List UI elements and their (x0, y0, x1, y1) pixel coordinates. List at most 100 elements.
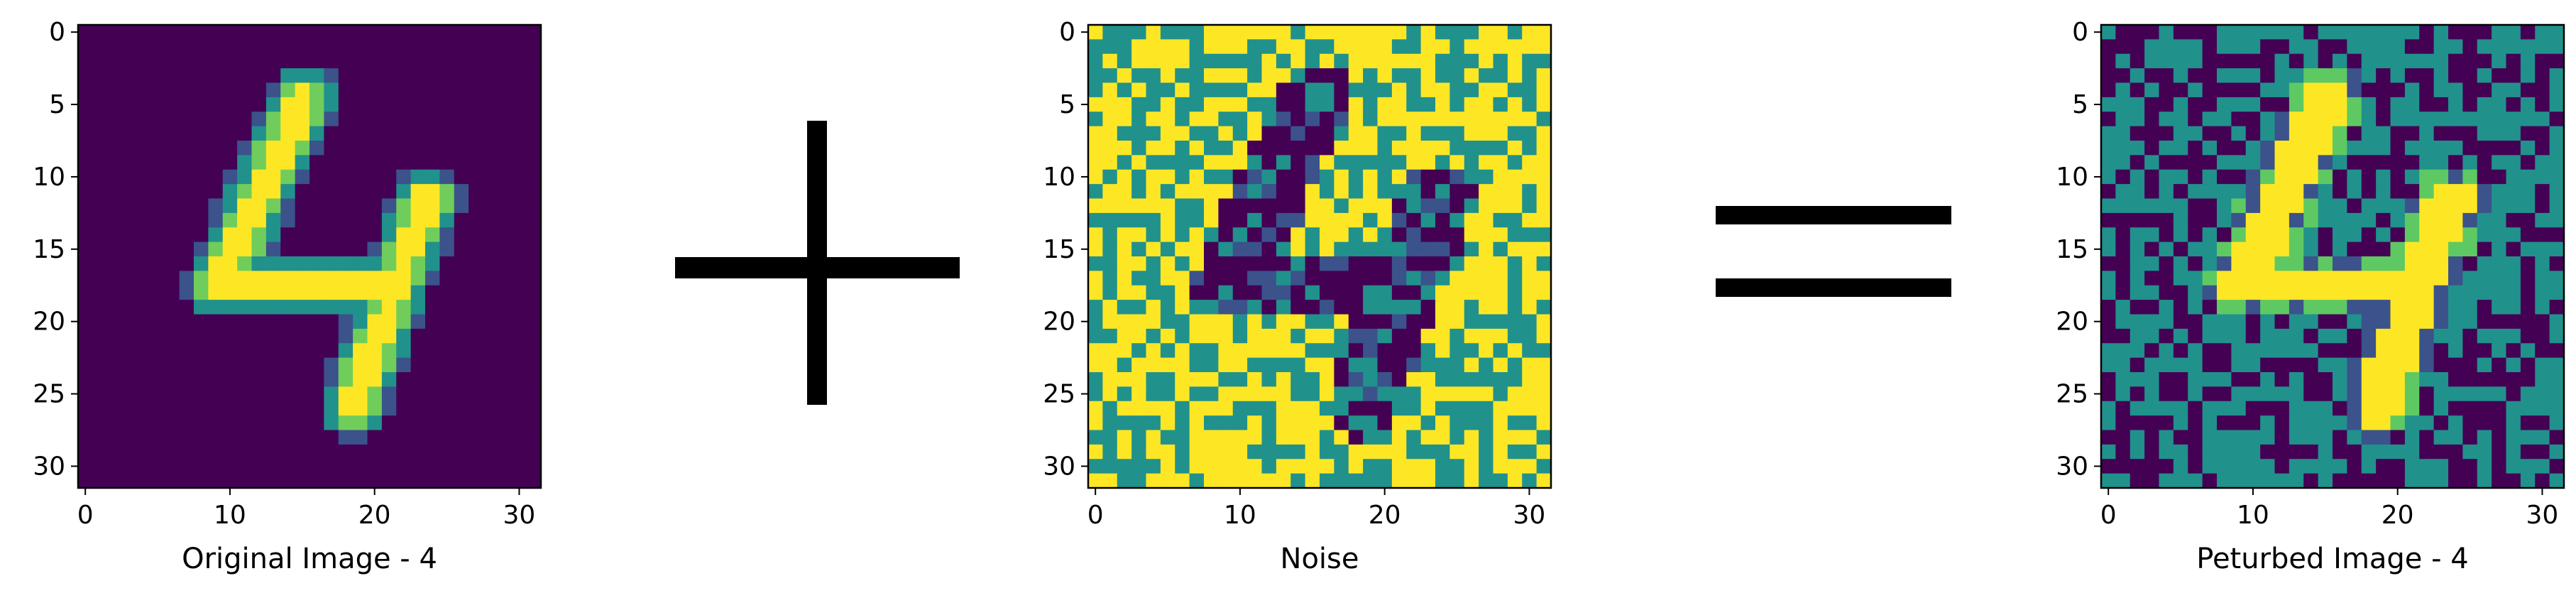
heatmap-cell (194, 372, 209, 387)
heatmap-cell (165, 444, 180, 460)
heatmap-cell (208, 343, 224, 359)
heatmap-cell (1507, 271, 1523, 286)
heatmap-cell (1377, 372, 1393, 387)
heatmap-cell (1305, 82, 1320, 98)
heatmap-cell (2303, 459, 2319, 474)
heatmap-cell (2347, 212, 2362, 228)
heatmap-cell (2448, 444, 2463, 460)
heatmap-cell (2361, 415, 2377, 431)
heatmap-cell (2390, 386, 2406, 402)
heatmap-cell (1247, 357, 1263, 373)
heatmap-cell (2520, 357, 2536, 373)
heatmap-cell (396, 459, 412, 474)
heatmap-cell (2506, 25, 2521, 40)
heatmap-cell (165, 68, 180, 84)
heatmap-cell (2404, 328, 2420, 344)
heatmap-cell (2492, 39, 2507, 55)
heatmap-cell (324, 386, 339, 402)
heatmap-cell (1348, 155, 1364, 170)
heatmap-cell (1146, 141, 1161, 156)
heatmap-cell (1189, 473, 1205, 489)
heatmap-cell (2245, 68, 2261, 84)
heatmap-cell (1334, 285, 1349, 300)
heatmap-cell (1507, 39, 1523, 55)
heatmap-cell (1493, 415, 1508, 431)
heatmap-cell (121, 241, 137, 257)
heatmap-cell (1348, 97, 1364, 112)
heatmap-cell (1420, 141, 1436, 156)
heatmap-cell (2130, 39, 2145, 55)
heatmap-cell (179, 198, 194, 214)
heatmap-cell (2231, 169, 2247, 185)
heatmap-cell (468, 25, 484, 40)
heatmap-cell (526, 285, 542, 300)
heatmap-cell (2390, 97, 2406, 112)
heatmap-cell (136, 53, 151, 69)
heatmap-cell (2274, 430, 2290, 445)
heatmap-cell (1493, 271, 1508, 286)
heatmap-cell (1102, 155, 1118, 170)
heatmap-cell (1247, 198, 1263, 214)
heatmap-cell (1464, 328, 1479, 344)
heatmap-cell (2492, 343, 2507, 359)
heatmap-cell (1290, 444, 1306, 460)
heatmap-cell (165, 256, 180, 271)
heatmap-cell (2217, 473, 2232, 489)
heatmap-cell (179, 126, 194, 141)
heatmap-cell (2159, 271, 2174, 286)
heatmap-cell (280, 97, 296, 112)
heatmap-cell (2347, 401, 2362, 416)
heatmap-cell (1117, 256, 1132, 271)
heatmap-cell (2549, 25, 2565, 40)
heatmap-cell (2303, 141, 2319, 156)
heatmap-cell (2390, 444, 2406, 460)
heatmap-cell (1218, 82, 1234, 98)
heatmap-cell (2433, 97, 2449, 112)
heatmap-cell (295, 357, 310, 373)
heatmap-cell (2115, 68, 2131, 84)
heatmap-cell (2144, 25, 2160, 40)
heatmap-cell (396, 184, 412, 200)
heatmap-cell (2202, 430, 2218, 445)
heatmap-cell (512, 241, 527, 257)
heatmap-cell (2202, 68, 2218, 84)
heatmap-cell (2520, 198, 2536, 214)
heatmap-cell (512, 112, 527, 127)
heatmap-cell (497, 314, 513, 330)
heatmap-cell (497, 459, 513, 474)
heatmap-cell (1175, 241, 1190, 257)
heatmap-cell (2404, 357, 2420, 373)
heatmap-cell (194, 82, 209, 98)
heatmap-cell (2245, 343, 2261, 359)
heatmap-cell (1320, 126, 1334, 141)
heatmap-cell (1160, 328, 1175, 344)
heatmap-cell (1406, 82, 1422, 98)
heatmap-cell (2390, 169, 2406, 185)
heatmap-cell (2188, 473, 2203, 489)
heatmap-cell (2520, 430, 2536, 445)
heatmap-cell (222, 300, 238, 315)
heatmap-cell (1088, 212, 1103, 228)
heatmap-cell (1464, 386, 1479, 402)
heatmap-cell (2520, 256, 2536, 271)
heatmap-cell (2144, 241, 2160, 257)
heatmap-cell (1102, 112, 1118, 127)
heatmap-cell (1493, 314, 1508, 330)
heatmap-cell (309, 241, 324, 257)
heatmap-cell (2289, 227, 2304, 243)
heatmap-cell (1232, 401, 1248, 416)
perturbed-image-xtick-label: 30 (2526, 501, 2559, 530)
heatmap-cell (353, 256, 368, 271)
heatmap-cell (2115, 357, 2131, 373)
heatmap-cell (497, 39, 513, 55)
heatmap-cell (2188, 82, 2203, 98)
heatmap-cell (1290, 68, 1306, 84)
heatmap-cell (1435, 112, 1450, 127)
heatmap-cell (2347, 285, 2362, 300)
heatmap-cell (2260, 68, 2276, 84)
heatmap-cell (150, 271, 165, 286)
heatmap-cell (396, 53, 412, 69)
heatmap-cell (2333, 227, 2347, 243)
heatmap-cell (367, 386, 383, 402)
heatmap-cell (2318, 241, 2333, 257)
